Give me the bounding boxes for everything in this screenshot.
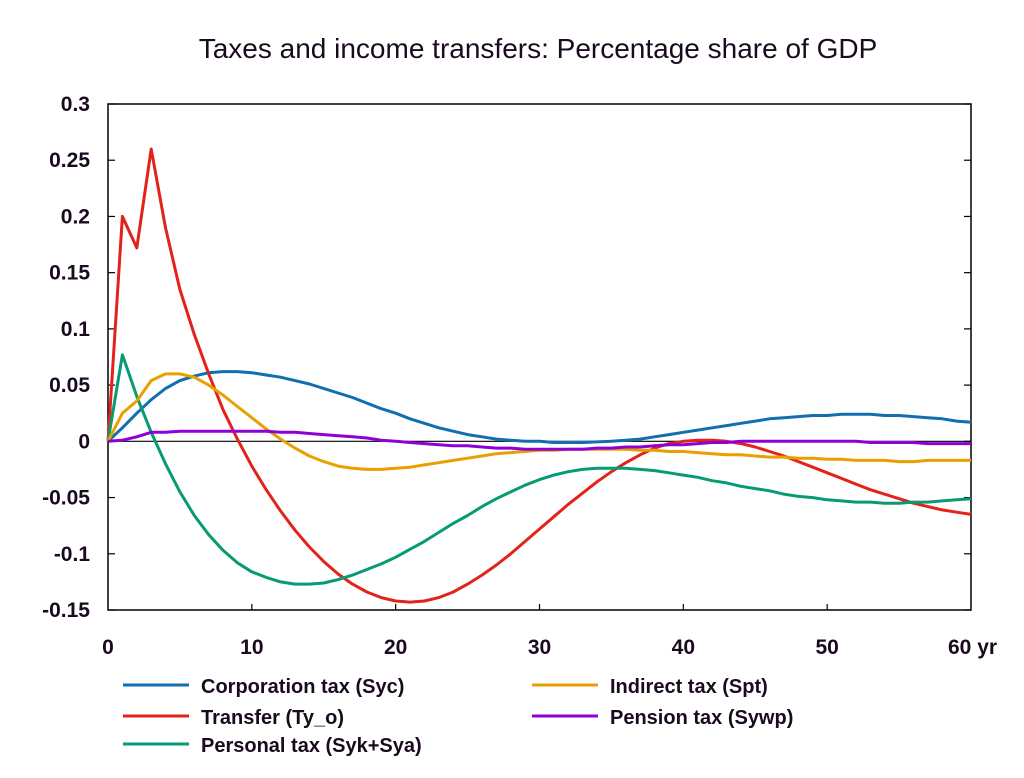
x-tick-label: 60 yr — [948, 636, 997, 659]
legend-label: Corporation tax (Syc) — [201, 676, 404, 698]
y-tick-label: -0.15 — [42, 599, 90, 622]
x-tick-label: 30 — [528, 636, 551, 659]
x-tick-label: 20 — [384, 636, 407, 659]
y-tick-label: 0.2 — [61, 205, 90, 228]
x-axis: 0 10 20 30 40 50 60 yr — [102, 604, 997, 659]
plot-frame — [107, 103, 972, 611]
legend-label: Transfer (Ty_o) — [201, 707, 344, 729]
series-line-indirect-tax-spt — [106, 372, 971, 471]
x-tick-label: 10 — [240, 636, 263, 659]
y-axis: 0.3 0.25 0.2 0.15 0.1 0.05 0 -0.05 -0.1 -0.15 — [42, 93, 971, 622]
legend-item: Personal tax (Syk+Sya) — [123, 735, 422, 757]
series-line-personal-tax-syk-sya — [106, 353, 972, 586]
legend-label: Pension tax (Sywp) — [610, 707, 793, 729]
y-tick-label: 0.15 — [49, 262, 90, 285]
y-tick-label: 0.1 — [61, 318, 91, 341]
y-tick-label: 0.05 — [49, 374, 90, 397]
legend-item: Transfer (Ty_o) — [123, 707, 344, 729]
legend-label: Personal tax (Syk+Sya) — [201, 735, 422, 757]
y-tick-label: -0.1 — [54, 543, 91, 566]
legend-item: Corporation tax (Syc) — [123, 676, 404, 698]
legend: Corporation tax (Syc) Transfer (Ty_o) Pers… — [123, 676, 793, 757]
legend-item: Pension tax (Sywp) — [532, 707, 793, 729]
series-line-transfer-ty-o — [106, 147, 972, 604]
x-tick-label: 0 — [102, 636, 114, 659]
y-tick-label: 0.3 — [61, 93, 90, 116]
legend-item: Indirect tax (Spt) — [532, 676, 768, 698]
x-tick-label: 50 — [815, 636, 838, 659]
plot-area-border — [107, 103, 972, 611]
series-line-corporation-tax-syc — [106, 370, 972, 444]
legend-label: Indirect tax (Spt) — [610, 676, 768, 698]
y-tick-label: -0.05 — [42, 487, 90, 510]
series-lines — [106, 147, 972, 604]
x-tick-label: 40 — [672, 636, 695, 659]
y-tick-label: 0 — [78, 430, 90, 453]
series-line-pension-tax-sywp — [107, 429, 971, 451]
chart-title: Taxes and income transfers: Percentage s… — [199, 33, 878, 64]
y-tick-label: 0.25 — [49, 149, 90, 172]
